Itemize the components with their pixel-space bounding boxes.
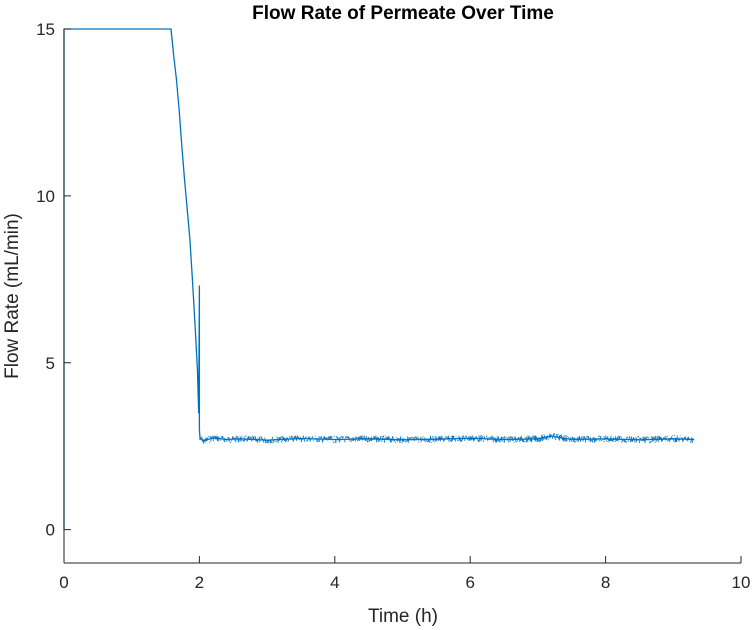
y-axis-label: Flow Rate (mL/min) [2, 213, 23, 379]
y-tick-label-15: 15 [36, 20, 55, 39]
x-tick-label-4: 4 [330, 573, 339, 592]
x-tick-label-2: 2 [195, 573, 204, 592]
y-tick-label-5: 5 [46, 354, 55, 373]
x-tick-label-10: 10 [732, 573, 751, 592]
plot-area: 0 2 4 6 8 10 0 5 10 15 [36, 20, 750, 592]
y-tick-label-10: 10 [36, 187, 55, 206]
chart-title: Flow Rate of Permeate Over Time [252, 3, 554, 24]
x-tick-label-8: 8 [601, 573, 610, 592]
y-tick-label-0: 0 [46, 521, 55, 540]
x-axis-label: Time (h) [368, 606, 438, 627]
series-line-0 [63, 28, 694, 530]
x-tick-label-6: 6 [465, 573, 474, 592]
series-noise-0 [200, 433, 695, 444]
x-tick-label-0: 0 [59, 573, 68, 592]
